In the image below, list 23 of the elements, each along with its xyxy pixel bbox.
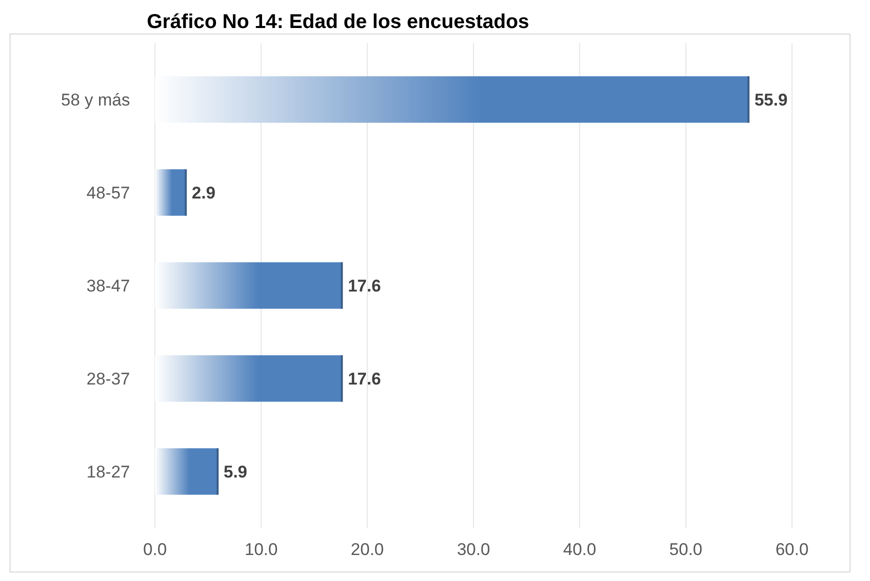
data-label: 2.9	[192, 183, 216, 202]
x-tick-label: 30.0	[456, 540, 490, 559]
data-label: 17.6	[348, 369, 381, 388]
x-tick-label: 60.0	[775, 540, 809, 559]
x-tick-label: 10.0	[244, 540, 278, 559]
y-tick-label: 38-47	[86, 276, 130, 296]
bar	[155, 76, 748, 123]
data-label: 5.9	[224, 462, 248, 482]
y-tick-label: 48-57	[86, 183, 130, 202]
y-tick-label: 58 y más	[61, 90, 130, 110]
y-tick-label: 28-37	[86, 369, 130, 388]
y-tick-label: 18-27	[86, 462, 130, 482]
data-label: 17.6	[348, 276, 381, 296]
chart-title: Gráfico No 14: Edad de los encuestados	[146, 11, 530, 33]
x-tick-label: 40.0	[563, 540, 596, 559]
bar	[155, 355, 342, 402]
x-tick-label: 0.0	[143, 540, 167, 559]
bar	[155, 448, 218, 495]
data-label: 55.9	[754, 90, 788, 110]
x-tick-label: 20.0	[350, 540, 384, 559]
bar	[155, 169, 186, 216]
bar	[155, 262, 342, 309]
x-tick-label: 50.0	[669, 540, 702, 559]
